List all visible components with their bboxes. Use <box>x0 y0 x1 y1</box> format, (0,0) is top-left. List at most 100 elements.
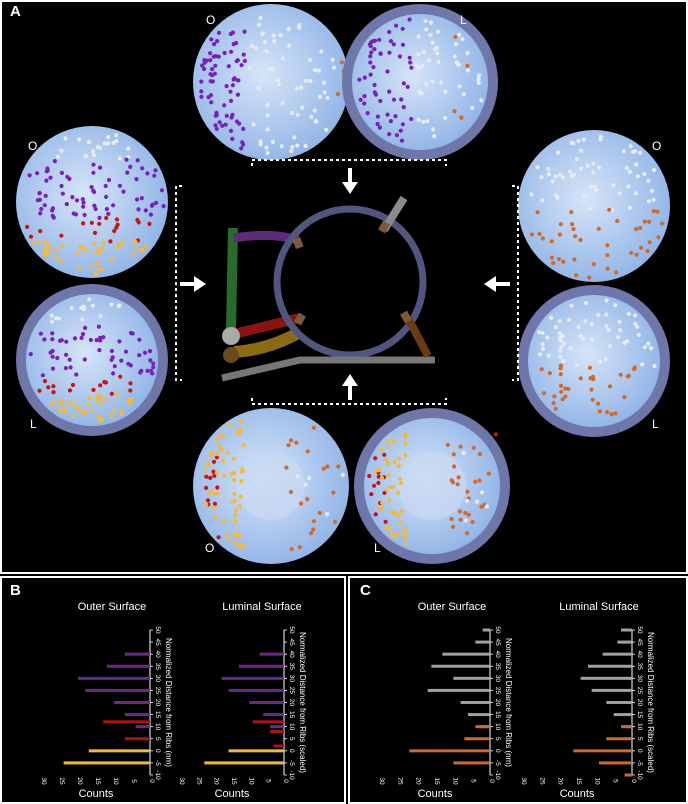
particle-dot <box>94 338 99 343</box>
y-tick-label: 0 <box>494 749 501 753</box>
particle-dot <box>597 165 602 170</box>
particle-dot <box>81 221 86 226</box>
x-axis-label: Counts <box>79 788 114 800</box>
bar-red <box>124 737 150 741</box>
particle-dot <box>589 321 594 326</box>
particle-dot <box>399 481 404 486</box>
particle-dot <box>204 474 209 479</box>
particle-dot <box>152 173 157 178</box>
particle-dot <box>477 73 482 78</box>
bracket-top <box>251 159 447 166</box>
particle-dot <box>226 64 231 69</box>
x-tick-label: 15 <box>433 777 440 785</box>
particle-dot <box>303 143 308 148</box>
particle-dot <box>560 333 566 338</box>
y-axis-label: Normalized Distance from Ribs (scaled) <box>298 632 307 773</box>
particle-dot <box>408 60 413 65</box>
particle-dot <box>633 191 639 196</box>
disc-left-outer: O <box>16 126 168 278</box>
particle-dot <box>635 324 640 329</box>
particle-dot <box>562 341 567 346</box>
particle-dot <box>199 89 204 94</box>
bar-gray <box>482 628 490 632</box>
disc-left-luminal-label: L <box>30 417 37 431</box>
particle-dot <box>372 47 377 52</box>
particle-dot <box>51 384 56 389</box>
particle-dot <box>65 174 70 179</box>
particle-dot <box>215 452 220 457</box>
y-tick-label: 35 <box>154 663 161 671</box>
particle-dot <box>640 362 645 367</box>
particle-dot <box>202 58 207 63</box>
particle-dot <box>133 245 138 251</box>
particle-dot <box>465 531 470 536</box>
bar-orange <box>599 761 632 765</box>
particle-dot <box>70 413 76 418</box>
disc-top-luminal-dots <box>357 17 484 143</box>
particle-dot <box>634 227 639 232</box>
particle-dot <box>425 119 430 124</box>
particle-dot <box>563 394 568 399</box>
particle-dot <box>579 148 584 153</box>
schematic-joint-4 <box>400 310 412 324</box>
particle-dot <box>305 449 310 454</box>
particle-dot <box>59 148 64 153</box>
particle-dot <box>549 239 554 244</box>
particle-dot <box>95 397 100 402</box>
particle-dot <box>376 480 381 485</box>
particle-dot <box>74 372 79 377</box>
connectors <box>175 159 519 405</box>
particle-dot <box>632 365 638 370</box>
y-tick-label: -5 <box>494 760 501 766</box>
particle-dot <box>558 222 563 227</box>
particle-dot <box>540 236 545 241</box>
particle-dot <box>465 63 470 68</box>
particle-dot <box>231 456 236 461</box>
disc-left-outer-body <box>16 126 168 278</box>
particle-dot <box>388 119 393 124</box>
particle-dot <box>460 37 465 42</box>
particle-dot <box>421 119 426 124</box>
particle-dot <box>96 324 101 329</box>
particle-dot <box>134 177 139 182</box>
x-axis-label: Counts <box>215 788 250 800</box>
particle-dot <box>383 519 388 524</box>
particle-dot <box>541 391 547 396</box>
particle-dot <box>208 79 213 84</box>
particle-dot <box>95 261 100 266</box>
particle-dot <box>368 44 373 49</box>
particle-dot <box>91 387 96 392</box>
particle-dot <box>473 479 478 484</box>
particle-dot <box>228 89 233 94</box>
particle-dot <box>409 116 414 122</box>
particle-dot <box>205 498 211 503</box>
particle-dot <box>563 386 568 391</box>
particle-dot <box>98 383 103 388</box>
particle-dot <box>295 143 300 148</box>
particle-dot <box>260 31 265 37</box>
particle-dot <box>556 257 562 262</box>
bar-orange <box>453 761 490 765</box>
particle-dot <box>232 512 238 518</box>
particle-dot <box>247 65 252 70</box>
bar-gray <box>602 652 632 656</box>
particle-dot <box>43 247 48 252</box>
particle-dot <box>235 78 240 83</box>
bar-yellow <box>63 761 150 765</box>
y-tick-label: 50 <box>288 626 295 634</box>
particle-dot <box>214 455 219 460</box>
particle-dot <box>88 264 93 269</box>
y-tick-label: 40 <box>636 651 643 659</box>
particle-dot <box>212 501 218 506</box>
y-tick-label: 30 <box>636 675 643 683</box>
particle-dot <box>161 204 166 209</box>
particle-dot <box>396 513 401 518</box>
particle-dot <box>267 66 272 71</box>
particle-dot <box>140 247 145 252</box>
particle-dot <box>92 203 97 208</box>
particle-dot <box>83 154 88 159</box>
particle-dot <box>224 113 229 118</box>
particle-dot <box>401 81 406 86</box>
particle-dot <box>104 215 109 221</box>
bar-violet <box>270 725 284 729</box>
